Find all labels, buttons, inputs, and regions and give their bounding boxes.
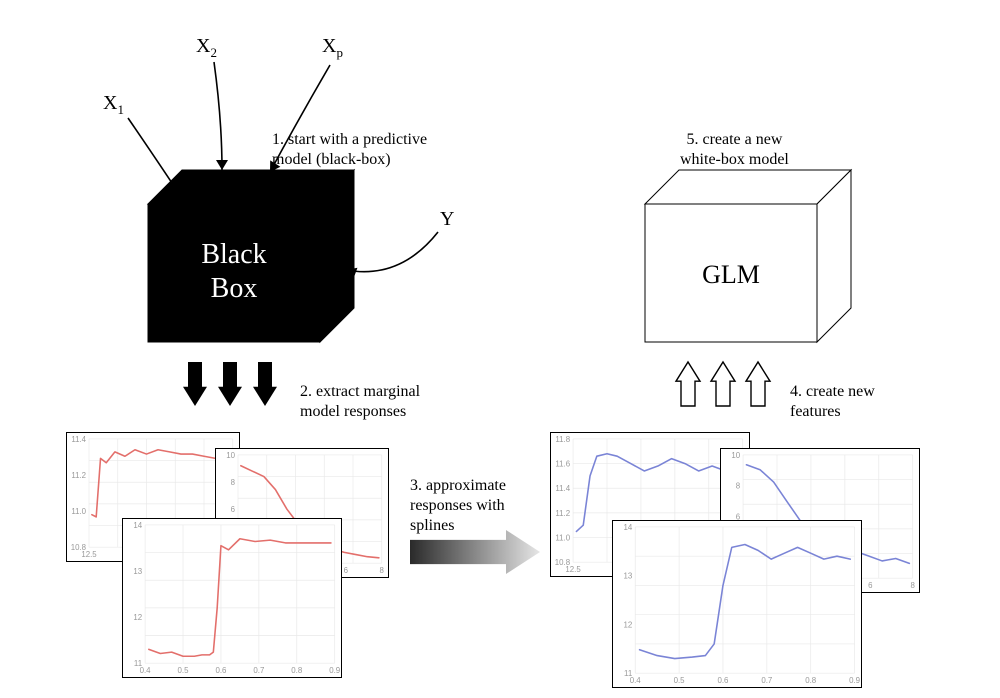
black-box-label: BlackBox — [154, 238, 314, 305]
svg-text:12: 12 — [623, 620, 632, 629]
svg-text:0.7: 0.7 — [253, 666, 264, 675]
svg-text:0.4: 0.4 — [140, 666, 152, 675]
step-4-text: 4. create new features — [790, 382, 875, 422]
svg-text:11.0: 11.0 — [555, 533, 570, 542]
svg-text:10: 10 — [731, 451, 740, 460]
svg-text:11.2: 11.2 — [555, 509, 570, 518]
svg-text:11.4: 11.4 — [555, 484, 570, 493]
svg-text:0.9: 0.9 — [329, 666, 341, 675]
white-box-label: GLM — [651, 260, 811, 290]
svg-text:0.6: 0.6 — [215, 666, 227, 675]
svg-text:14: 14 — [133, 521, 142, 530]
svg-text:11.6: 11.6 — [555, 460, 570, 469]
svg-text:13: 13 — [133, 567, 142, 576]
svg-text:8: 8 — [380, 566, 385, 575]
input-xp-label: Xp — [322, 35, 343, 61]
mini-plot-red-2: 141312110.40.50.60.70.80.9 — [122, 518, 342, 678]
step-3-text: 3. approximate responses with splines — [410, 476, 506, 536]
svg-text:0.7: 0.7 — [761, 676, 772, 685]
mini-plot-blue-2: 141312110.40.50.60.70.80.9 — [612, 520, 862, 688]
svg-text:0.5: 0.5 — [674, 676, 686, 685]
output-y-label: Y — [440, 208, 454, 231]
svg-text:12.5: 12.5 — [565, 565, 581, 574]
svg-text:8: 8 — [736, 482, 741, 491]
svg-text:0.8: 0.8 — [291, 666, 303, 675]
svg-text:12.5: 12.5 — [81, 550, 97, 559]
svg-text:0.4: 0.4 — [630, 676, 642, 685]
svg-text:14: 14 — [623, 523, 632, 532]
svg-text:11.2: 11.2 — [71, 471, 86, 480]
svg-text:0.9: 0.9 — [849, 676, 861, 685]
svg-text:0.6: 0.6 — [717, 676, 729, 685]
svg-text:12: 12 — [133, 613, 142, 622]
svg-text:11.8: 11.8 — [555, 435, 570, 444]
svg-text:13: 13 — [623, 572, 632, 581]
svg-text:11.0: 11.0 — [71, 507, 86, 516]
input-x2-label: X2 — [196, 35, 217, 61]
svg-text:6: 6 — [868, 581, 873, 590]
svg-text:0.5: 0.5 — [178, 666, 190, 675]
input-x1-label: X1 — [103, 92, 124, 118]
svg-text:8: 8 — [231, 478, 236, 487]
svg-text:11.4: 11.4 — [71, 435, 86, 444]
step-2-text: 2. extract marginal model responses — [300, 382, 420, 422]
svg-text:10: 10 — [226, 451, 235, 460]
svg-text:6: 6 — [231, 505, 236, 514]
step-5-text: 5. create a new white-box model — [680, 130, 789, 170]
step-1-text: 1. start with a predictive model (black-… — [272, 130, 427, 170]
svg-text:0.8: 0.8 — [805, 676, 817, 685]
svg-text:6: 6 — [344, 566, 349, 575]
svg-text:8: 8 — [911, 581, 916, 590]
